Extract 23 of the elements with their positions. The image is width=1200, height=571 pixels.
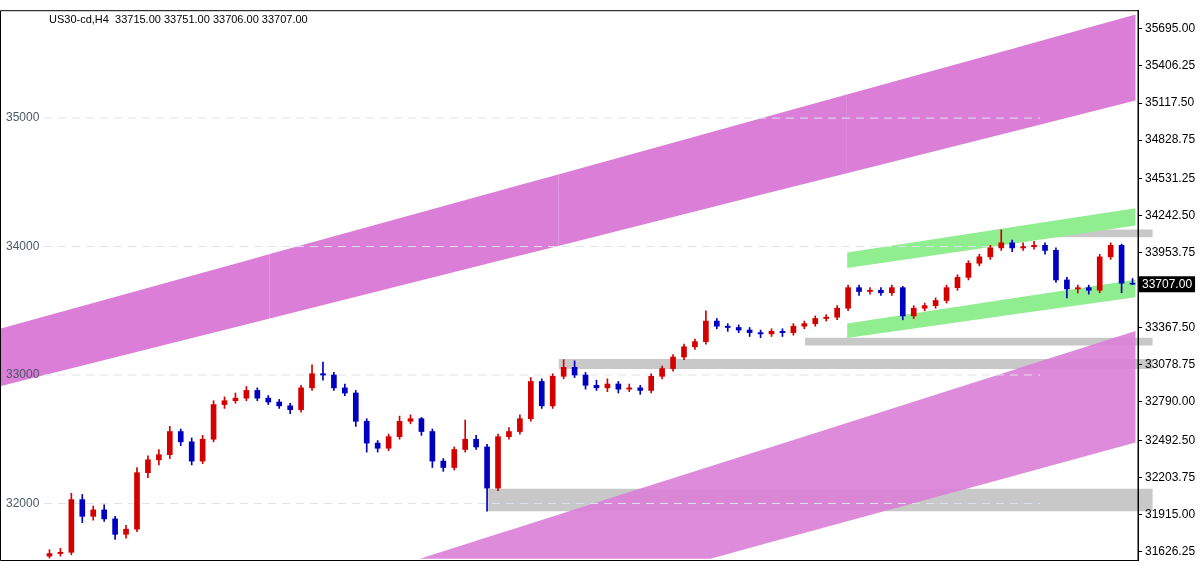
y-tick-label: 33078.75 <box>1145 357 1196 372</box>
y-tick-label: 34242.50 <box>1145 207 1196 222</box>
candlestick <box>1020 242 1026 251</box>
y-tick-label: 32203.75 <box>1145 469 1196 484</box>
candlestick <box>724 323 731 332</box>
ref-line-label: 35000 <box>6 110 40 125</box>
y-tick-label: 31915.00 <box>1145 506 1196 521</box>
chart-title: US30-cd,H4 33715.00 33751.00 33706.00 33707.00 <box>49 12 308 25</box>
ref-line-label: 33000 <box>6 367 40 382</box>
y-tick-label: 35117.50 <box>1145 95 1195 110</box>
y-tick-label: 31626.25 <box>1145 543 1196 558</box>
ref-line-label: 32000 <box>6 495 40 510</box>
ref-line-label: 34000 <box>6 238 40 253</box>
y-tick-label: 32492.50 <box>1145 432 1196 447</box>
y-tick-label: 35695.00 <box>1145 21 1196 36</box>
candlestick <box>320 361 326 381</box>
y-tick-label: 34828.75 <box>1145 132 1196 147</box>
y-tick-label: 35406.25 <box>1145 58 1196 73</box>
y-tick-label: 33953.75 <box>1145 244 1196 259</box>
y-tick-label: 32790.00 <box>1145 394 1196 409</box>
text: 33707.00 <box>1142 276 1193 291</box>
y-tick-label: 33367.50 <box>1145 320 1196 335</box>
y-tick-label: 34531.25 <box>1145 170 1196 185</box>
